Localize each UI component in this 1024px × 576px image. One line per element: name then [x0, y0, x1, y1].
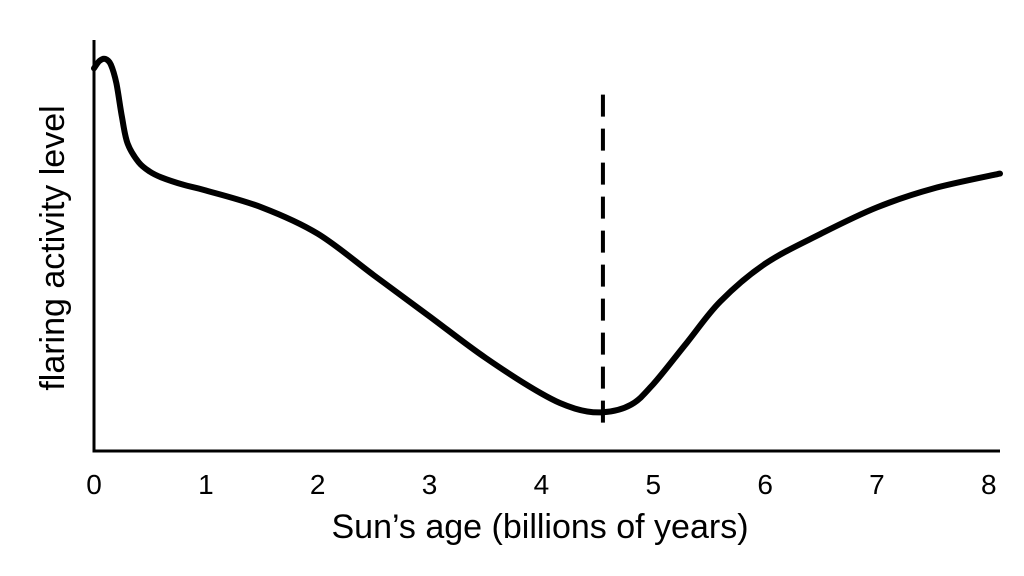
x-tick-labels: 0 1 2 3 4 5 6 7 8 [86, 469, 996, 500]
x-tick-label: 8 [981, 469, 997, 500]
x-tick-label: 5 [645, 469, 661, 500]
x-tick-label: 6 [757, 469, 773, 500]
x-tick-label: 7 [869, 469, 885, 500]
plot-area [91, 55, 1003, 427]
x-tick-label: 1 [198, 469, 214, 500]
x-tick-label: 3 [422, 469, 438, 500]
flaring-activity-curve [91, 55, 1003, 416]
x-tick-label: 2 [310, 469, 326, 500]
x-tick-label: 4 [534, 469, 550, 500]
y-axis-label: flaring activity level [34, 105, 72, 390]
x-tick-label: 0 [86, 469, 102, 500]
x-axis-label: Sun’s age (billions of years) [331, 508, 748, 546]
